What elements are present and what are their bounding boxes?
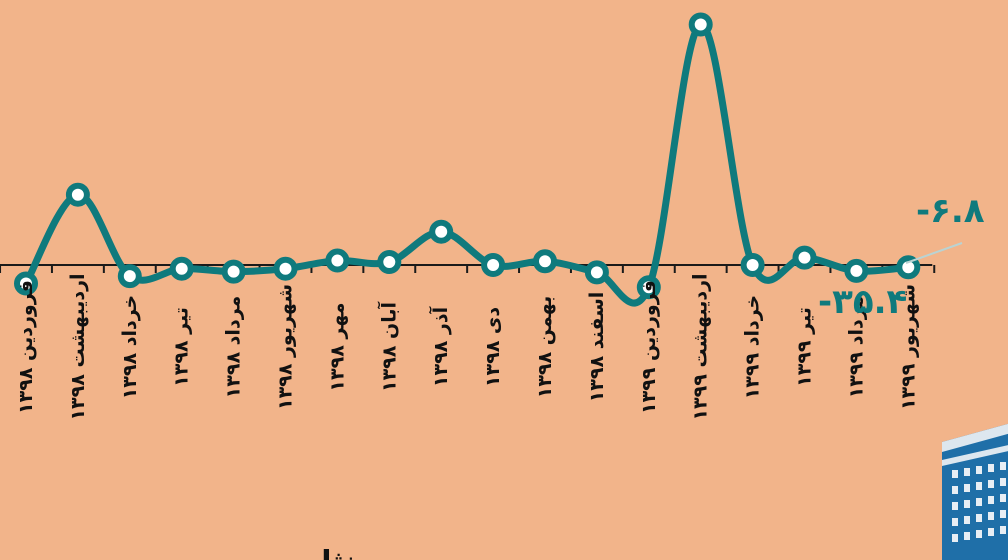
data-point <box>117 264 142 289</box>
x-tick-label: خرداد ۱۳۹۸ <box>119 295 141 400</box>
x-tick-label-layer: فروردین ۱۳۹۸ اردیبهشت ۱۳۹۸ خرداد ۱۳۹۸ تیر ۱… <box>15 273 919 420</box>
x-tick-label: مهر ۱۳۹۸ <box>326 302 348 391</box>
data-point <box>688 12 713 37</box>
x-tick-label: مرداد ۱۳۹۸ <box>223 296 245 399</box>
building-icon <box>942 423 1008 560</box>
data-point <box>273 256 298 281</box>
data-point <box>429 219 454 244</box>
data-point <box>221 259 246 284</box>
data-point <box>377 250 402 275</box>
series-line <box>22 20 912 307</box>
data-point <box>325 248 350 273</box>
x-tick-label: شهریور ۱۳۹۸ <box>275 284 297 410</box>
data-point <box>65 182 90 207</box>
series-line-layer <box>22 20 912 307</box>
x-tick-label: خرداد ۱۳۹۹ <box>742 295 764 400</box>
x-tick-label: آبان ۱۳۹۸ <box>376 302 400 392</box>
data-point <box>14 271 38 296</box>
annotation-lower: -۳۵.۴ <box>818 282 907 322</box>
x-tick-label: شهریور ۱۳۹۹ <box>897 284 919 410</box>
x-tick-label: اردیبهشت ۱۳۹۹ <box>690 273 712 420</box>
data-point-layer <box>14 12 921 300</box>
x-tick-label: تیر ۱۳۹۸ <box>171 307 193 387</box>
x-tick-label: دی ۱۳۹۸ <box>482 307 504 387</box>
data-point <box>636 275 661 300</box>
x-tick-label: فروردین ۱۳۹۸ <box>15 280 37 414</box>
x-tick-label: اسفند ۱۳۹۸ <box>586 292 608 403</box>
x-tick-label: آذر ۱۳۹۸ <box>428 306 452 387</box>
data-point <box>844 258 869 283</box>
data-point <box>533 249 557 274</box>
x-tick-label: اردیبهشت ۱۳۹۸ <box>67 273 89 420</box>
data-point <box>481 253 506 277</box>
x-tick-label: مرداد ۱۳۹۹ <box>845 296 867 399</box>
data-point <box>169 256 194 281</box>
x-tick-label: فروردین ۱۳۹۹ <box>638 280 660 414</box>
annotation-upper: -۶.۸ <box>916 191 985 231</box>
x-tick-label: بهمن ۱۳۹۸ <box>534 296 556 399</box>
data-point <box>792 245 817 270</box>
data-point <box>584 260 609 285</box>
data-point <box>740 253 765 277</box>
annotation-leader-line <box>905 242 963 264</box>
x-axis-title: ... نثار ... <box>259 545 400 560</box>
x-tick-label: تیر ۱۳۹۹ <box>794 307 816 387</box>
data-point <box>896 255 921 280</box>
